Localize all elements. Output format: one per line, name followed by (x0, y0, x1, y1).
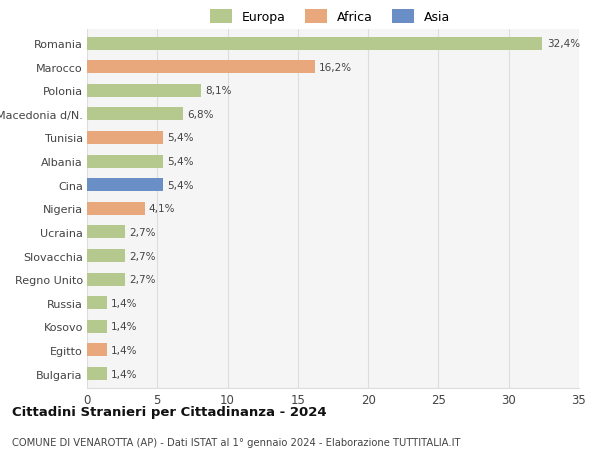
Text: 2,7%: 2,7% (129, 227, 155, 237)
Bar (87, 273, 125, 286)
Text: 1,4%: 1,4% (111, 322, 137, 331)
Bar (87, 132, 163, 145)
Bar (87, 344, 107, 357)
Bar (87, 297, 107, 309)
Bar (87, 108, 182, 121)
Text: 8,1%: 8,1% (205, 86, 232, 96)
Text: 16,2%: 16,2% (319, 62, 352, 73)
Text: 2,7%: 2,7% (129, 274, 155, 285)
Bar (87, 367, 107, 380)
Bar (87, 84, 201, 98)
Legend: Europa, Africa, Asia: Europa, Africa, Asia (206, 6, 454, 28)
Bar (87, 38, 542, 50)
Text: 1,4%: 1,4% (111, 369, 137, 379)
Text: 5,4%: 5,4% (167, 133, 194, 143)
Text: 2,7%: 2,7% (129, 251, 155, 261)
Text: 6,8%: 6,8% (187, 110, 214, 120)
Bar (87, 226, 125, 239)
Text: 32,4%: 32,4% (547, 39, 580, 49)
Text: 1,4%: 1,4% (111, 298, 137, 308)
Bar (87, 202, 145, 215)
Text: 5,4%: 5,4% (167, 180, 194, 190)
Text: COMUNE DI VENAROTTA (AP) - Dati ISTAT al 1° gennaio 2024 - Elaborazione TUTTITAL: COMUNE DI VENAROTTA (AP) - Dati ISTAT al… (12, 437, 461, 447)
Bar (87, 155, 163, 168)
Bar (87, 179, 163, 192)
Text: 4,1%: 4,1% (149, 204, 175, 214)
Bar (87, 320, 107, 333)
Text: Cittadini Stranieri per Cittadinanza - 2024: Cittadini Stranieri per Cittadinanza - 2… (12, 405, 326, 419)
Text: 1,4%: 1,4% (111, 345, 137, 355)
Bar (87, 250, 125, 263)
Text: 5,4%: 5,4% (167, 157, 194, 167)
Bar (87, 61, 315, 74)
